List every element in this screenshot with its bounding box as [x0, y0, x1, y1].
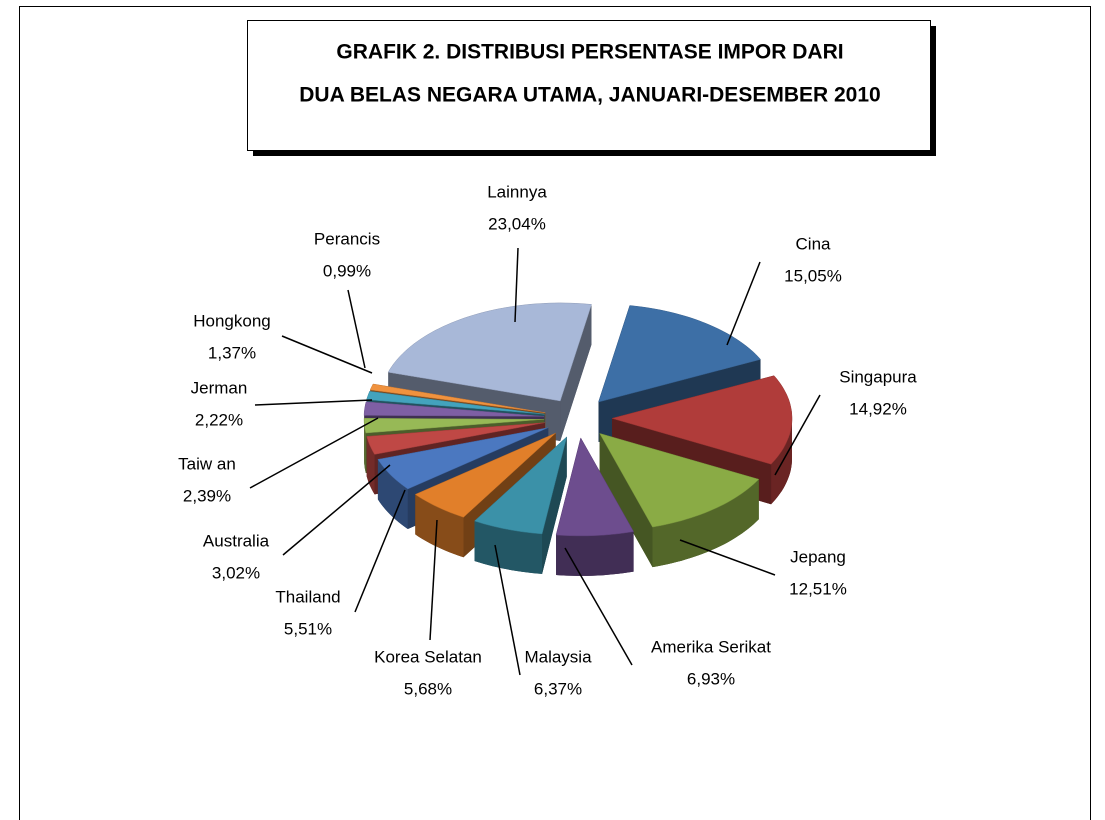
leader-line [679, 539, 776, 576]
slice [474, 436, 568, 535]
slice-wall [599, 433, 653, 568]
data-label: 1,37% [208, 343, 256, 362]
slice-wall [560, 304, 592, 441]
slice [363, 401, 545, 417]
data-label: 15,05% [784, 266, 842, 285]
slice-side [771, 417, 792, 505]
slice-side [377, 459, 408, 529]
data-label: 6,37% [534, 679, 582, 698]
slice [369, 383, 546, 413]
data-label-name: Cina [796, 234, 832, 253]
leader-line [282, 464, 391, 556]
data-label: 2,39% [183, 486, 231, 505]
slice [366, 391, 545, 415]
leader-line [249, 417, 379, 489]
data-label-name: Korea Selatan [374, 647, 482, 666]
slice [555, 437, 634, 537]
data-label: 3,02% [212, 563, 260, 582]
slice-side [415, 494, 464, 558]
data-label-name: Australia [203, 531, 270, 550]
data-label-name: Hongkong [193, 311, 271, 330]
data-label-name: Jepang [790, 547, 846, 566]
data-label-name: Jerman [191, 378, 248, 397]
data-label: 2,22% [195, 410, 243, 429]
leader-line [514, 247, 519, 323]
slice-side [652, 479, 759, 568]
data-label-name: Perancis [314, 229, 380, 248]
slice [599, 433, 760, 528]
slice [414, 432, 556, 518]
leader-line [564, 547, 633, 666]
data-label: 5,51% [284, 619, 332, 638]
data-label-name: Malaysia [524, 647, 592, 666]
data-label-name: Singapura [839, 367, 917, 386]
leader-line [281, 335, 373, 374]
leader-line [726, 261, 761, 346]
slice [387, 302, 592, 402]
data-label-name: Taiw an [178, 454, 236, 473]
data-label: 12,51% [789, 579, 847, 598]
slice [377, 427, 549, 490]
data-label: 23,04% [488, 214, 546, 233]
data-label-name: Thailand [275, 587, 340, 606]
frame [19, 6, 1091, 820]
leader-line [494, 544, 521, 676]
leader-line [774, 394, 821, 476]
chart-title: DUA BELAS NEGARA UTAMA, JANUARI-DESEMBER… [299, 84, 880, 107]
chart-title: GRAFIK 2. DISTRIBUSI PERSENTASE IMPOR DA… [336, 41, 843, 64]
data-label: 6,93% [687, 669, 735, 688]
title-box [247, 20, 931, 151]
slice [598, 305, 761, 403]
data-label-name: Lainnya [487, 182, 547, 201]
data-label: 5,68% [404, 679, 452, 698]
leader-line [254, 399, 373, 406]
slice [611, 375, 793, 465]
slice-side [474, 521, 543, 574]
slice [366, 422, 545, 455]
leader-line [429, 519, 438, 641]
data-label-name: Amerika Serikat [651, 637, 771, 656]
data-label: 0,99% [323, 261, 371, 280]
leader-line [347, 289, 366, 369]
data-label: 14,92% [849, 399, 907, 418]
leader-line [354, 489, 406, 613]
